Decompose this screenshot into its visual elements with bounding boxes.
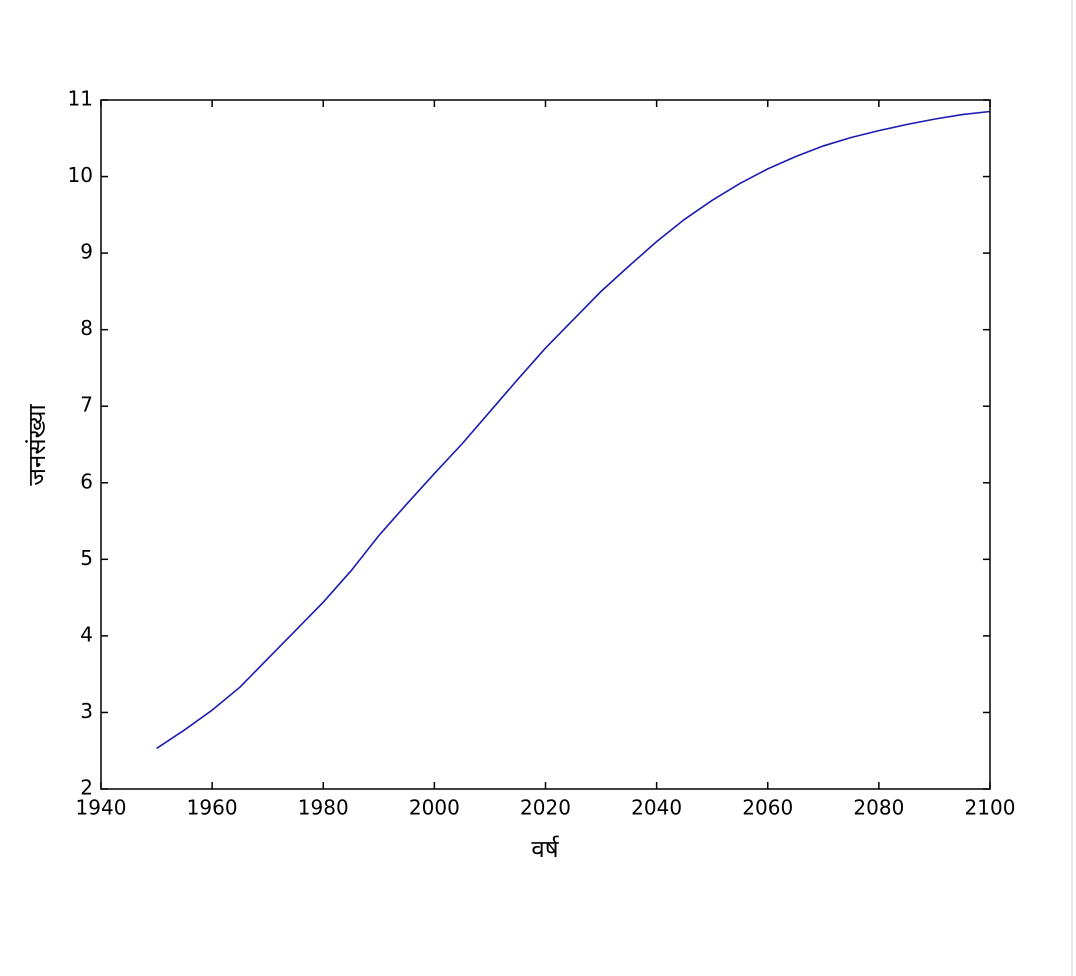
x-tick-label: 2000 <box>409 796 460 820</box>
x-tick-label: 1980 <box>298 796 349 820</box>
x-tick-label: 2060 <box>742 796 793 820</box>
y-tick-label: 4 <box>80 622 93 646</box>
x-tick-label: 2080 <box>853 796 904 820</box>
x-tick-label: 2100 <box>965 796 1016 820</box>
x-tick-label: 2040 <box>631 796 682 820</box>
line <box>156 110 991 750</box>
y-tick-label: 5 <box>80 546 93 570</box>
y-tick-label: 7 <box>80 393 93 417</box>
x-axis-label: वर्ष <box>531 835 559 863</box>
y-tick-label: 3 <box>80 699 93 723</box>
y-axis-label: जनसंख्या <box>23 403 51 485</box>
y-tick-label: 8 <box>80 316 93 340</box>
plot-frame <box>100 99 991 790</box>
x-tick-label: 1960 <box>187 796 238 820</box>
y-tick-label: 6 <box>80 469 93 493</box>
y-tick-label: 2 <box>80 776 93 800</box>
y-tick-label: 11 <box>68 87 93 111</box>
y-tick-label: 9 <box>80 240 93 264</box>
x-tick-label: 2020 <box>520 796 571 820</box>
x-tick-label: 1940 <box>76 796 127 820</box>
y-tick-label: 10 <box>68 163 93 187</box>
